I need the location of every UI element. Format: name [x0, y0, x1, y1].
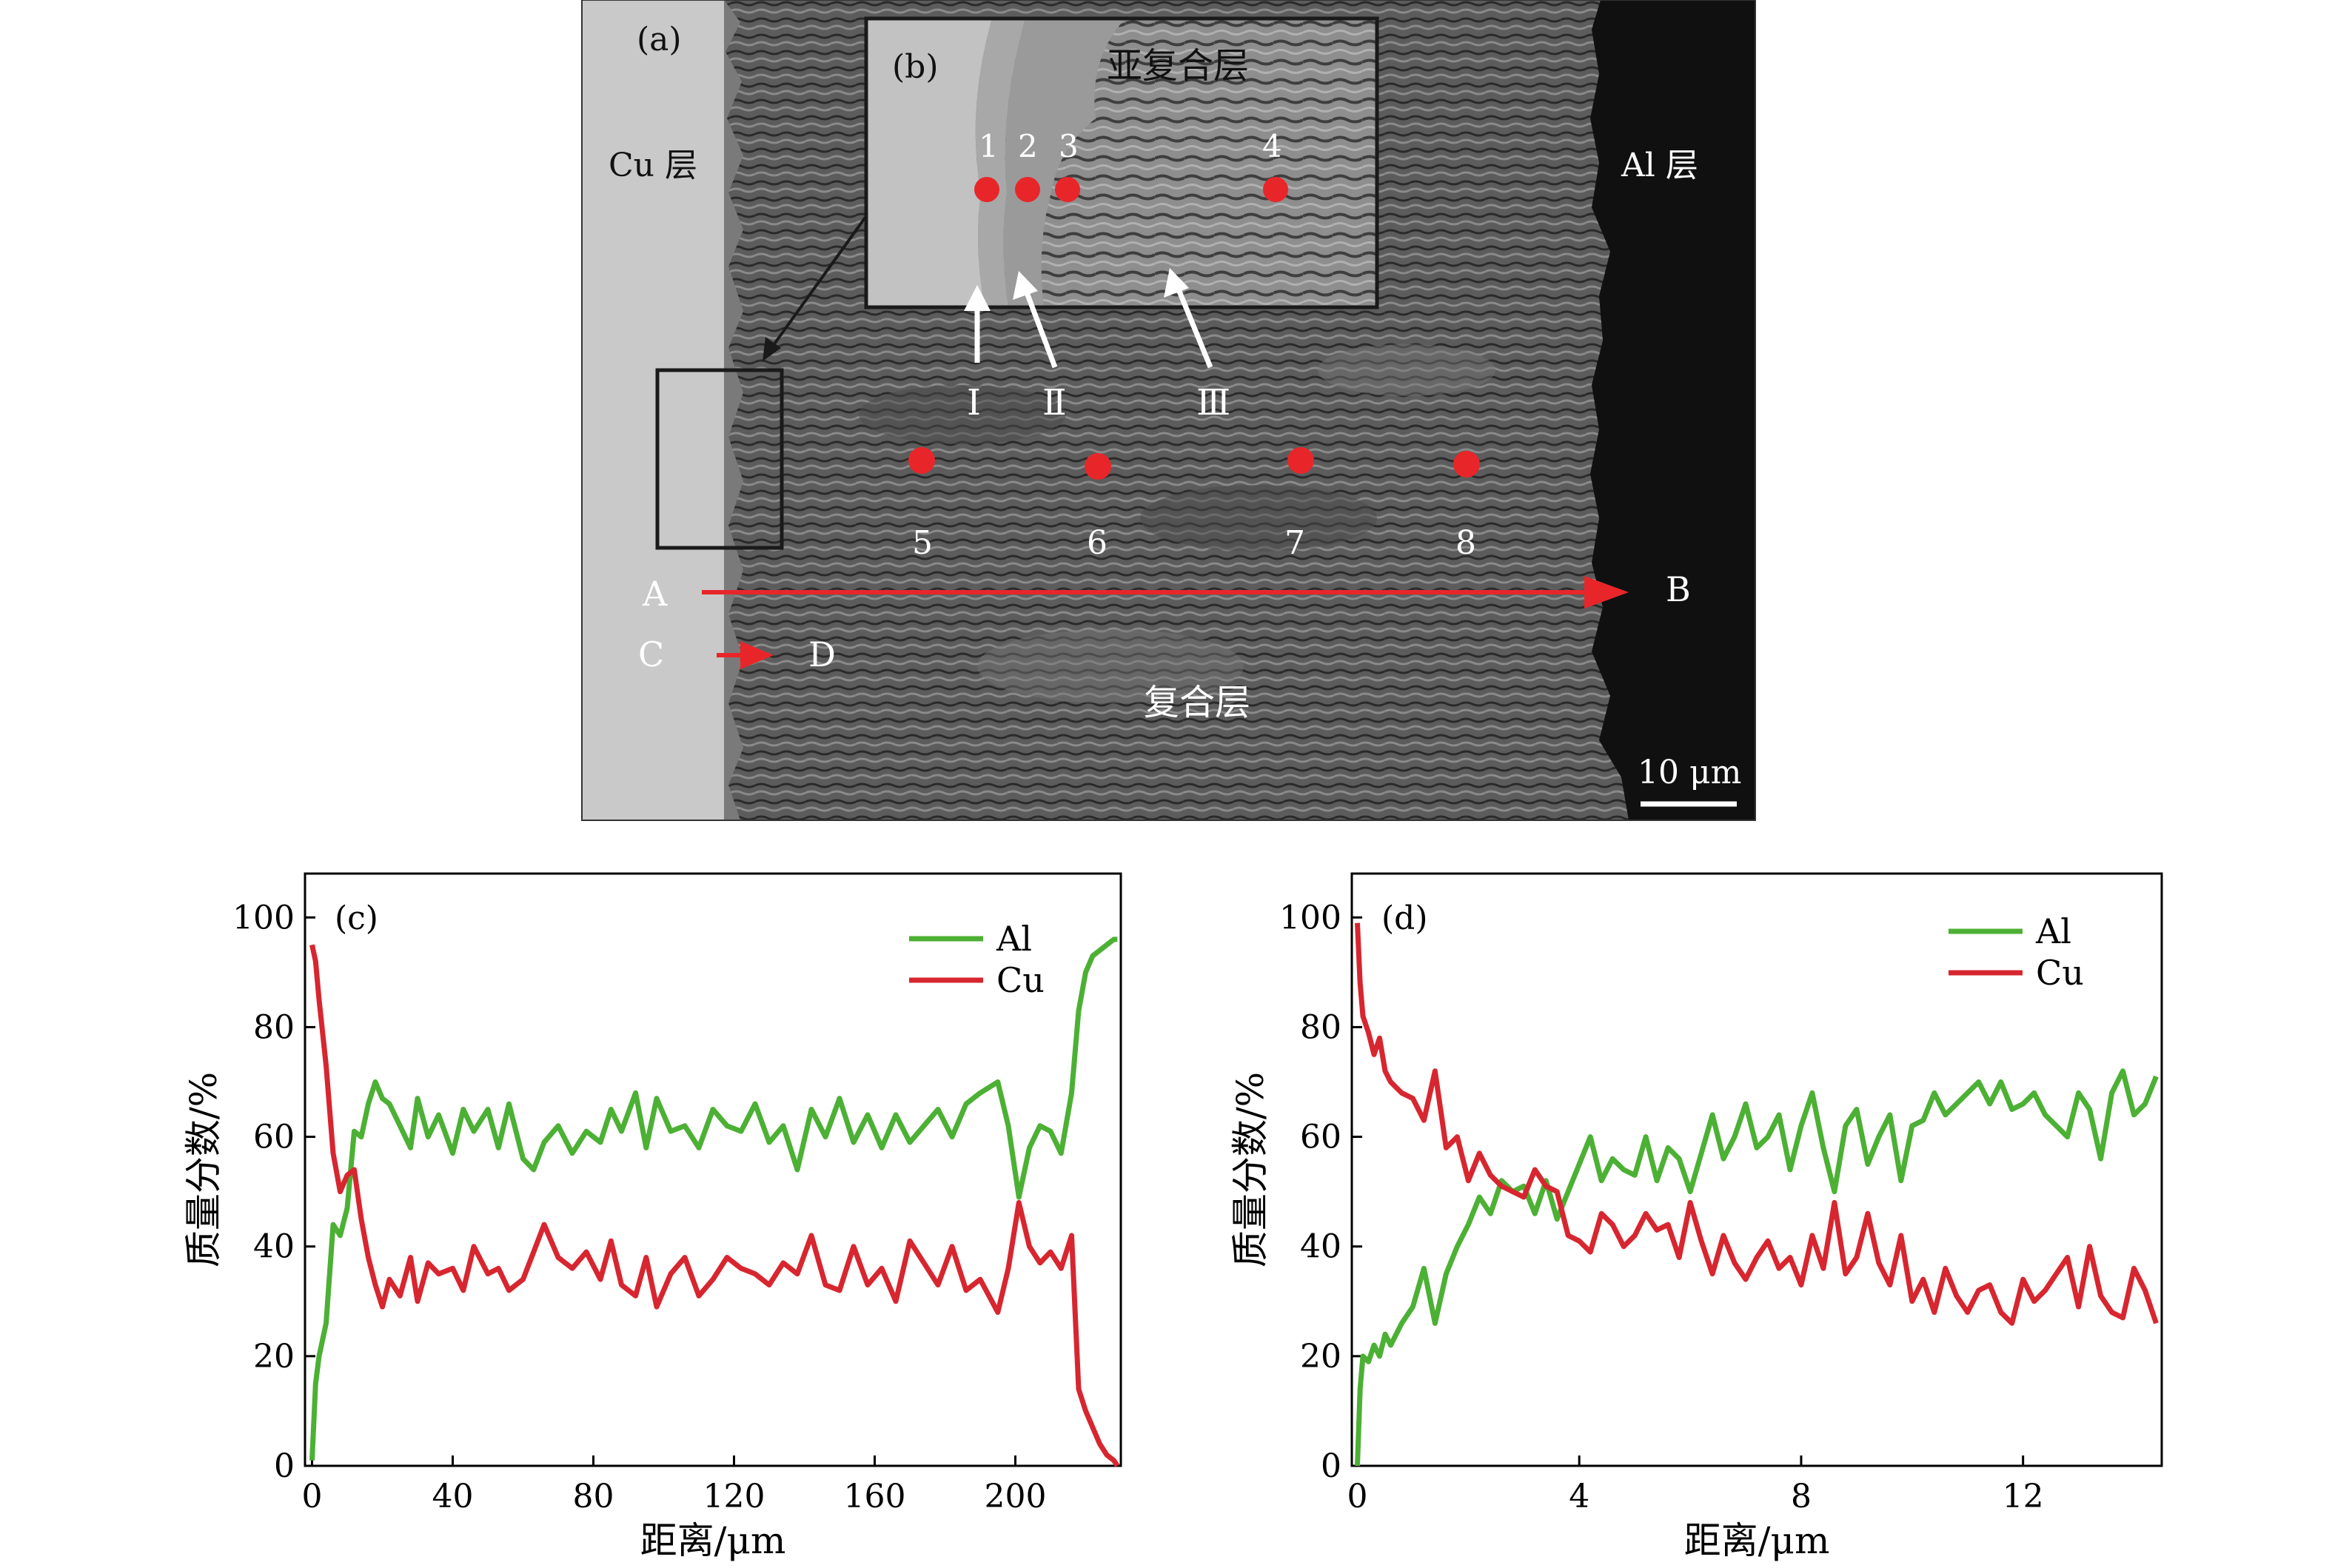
x-tick-label: 8 [1791, 1478, 1812, 1515]
plot-frame [1350, 872, 2163, 1467]
y-tick-label: 100 [1279, 899, 1341, 937]
point-label-7: 7 [1284, 524, 1305, 562]
point-marker-5 [908, 447, 935, 474]
inset-phase-i [975, 19, 1025, 307]
line-scan-cd-arrowhead [740, 641, 774, 669]
x-tick-label: 0 [1347, 1478, 1367, 1515]
al-layer-label: Al 层 [1621, 147, 1698, 184]
phase-arrowhead-iii [1164, 268, 1189, 298]
legend-label-al: Al [996, 919, 1032, 959]
al-region [1590, 0, 1755, 820]
phase-arrowhead-ii [1013, 271, 1038, 300]
legend-label-cu: Cu [2036, 953, 2084, 993]
point-label-1: 1 [979, 128, 999, 164]
point-marker-6 [1085, 453, 1111, 480]
x-tick-label: 200 [985, 1478, 1047, 1515]
y-tick-label: 20 [1300, 1338, 1341, 1376]
x-tick-label: 40 [432, 1478, 474, 1515]
micrograph-panel: (a) Cu 层 Al 层 复合层 (b) 亚复合层 1 2 3 4 Ⅰ Ⅱ Ⅲ… [581, 0, 1756, 821]
x-tick-label: 120 [703, 1478, 765, 1515]
y-tick-label: 100 [232, 899, 295, 937]
phase-arrow-ii [1022, 287, 1058, 369]
inset-cu-region [866, 19, 992, 307]
y-tick-label: 20 [253, 1338, 295, 1376]
texture-blob [1140, 485, 1377, 552]
line-scan-start-a: A [642, 574, 668, 614]
x-axis-label: 距离/μm [1684, 1519, 1830, 1562]
point-marker-7 [1287, 447, 1314, 474]
zoom-link-arrowhead [763, 337, 781, 361]
point-marker-3 [1055, 177, 1080, 202]
inset-b: (b) 亚复合层 1 2 3 4 [864, 16, 1379, 309]
y-axis-label: 质量分数/% [182, 1072, 225, 1267]
line-chart-c: 0 20 40 60 80 100 0 40 80 120 160 200 距离/μm 质量分数/% (c)… [182, 872, 1122, 1562]
inset-border [864, 16, 1379, 309]
panel-label: (c) [335, 899, 378, 937]
series-line-al [309, 937, 1118, 1461]
phase-label-ii: Ⅱ [1042, 382, 1067, 423]
x-tick-label: 0 [302, 1478, 323, 1515]
line-scan-ab-arrowhead [1584, 576, 1629, 609]
x-tick-label: 12 [2003, 1478, 2044, 1515]
point-label-3: 3 [1059, 128, 1079, 164]
phase-label-iii: Ⅲ [1196, 382, 1230, 423]
y-tick-label: 0 [1321, 1447, 1341, 1485]
point-marker-2 [1015, 177, 1040, 202]
phase-arrowhead-i [964, 285, 991, 311]
texture-blob [859, 385, 1066, 444]
line-scan-end-d: D [808, 634, 836, 674]
point-label-6: 6 [1087, 524, 1108, 562]
series-line-cu [309, 944, 1120, 1467]
y-tick-label: 0 [274, 1447, 295, 1485]
y-axis-label: 质量分数/% [1229, 1072, 1272, 1267]
x-tick-label: 80 [573, 1478, 614, 1515]
series-line-cu [1355, 922, 2159, 1326]
y-tick-label: 60 [1300, 1119, 1341, 1156]
cu-layer-label: Cu 层 [609, 147, 697, 184]
texture-blob [1318, 344, 1495, 396]
sub-composite-layer-label: 亚复合层 [1107, 45, 1249, 87]
point-marker-8 [1453, 451, 1480, 478]
y-tick-label: 80 [1300, 1008, 1341, 1046]
x-tick-label: 4 [1569, 1478, 1589, 1515]
point-label-4: 4 [1262, 128, 1282, 164]
panel-label-a: (a) [637, 21, 682, 58]
cu-interface-edge [724, 0, 743, 820]
scale-bar-label: 10 μm [1638, 754, 1741, 791]
y-tick-label: 80 [253, 1008, 295, 1046]
phase-arrow-iii [1174, 284, 1213, 369]
inset-phase-ii [1003, 19, 1125, 307]
y-tick-label: 40 [1300, 1228, 1341, 1266]
line-scan-end-b: B [1666, 569, 1691, 609]
sem-image-border [581, 0, 1756, 821]
legend-label-cu: Cu [996, 960, 1045, 1000]
panel-label-b: (b) [892, 48, 939, 86]
legend-label-al: Al [2035, 911, 2071, 951]
composite-layer-label: 复合层 [1144, 682, 1250, 723]
series-line-al [1355, 1068, 2159, 1467]
zoom-region-box [655, 368, 784, 550]
y-tick-label: 40 [253, 1228, 295, 1266]
zoom-link-arrow [770, 215, 868, 349]
point-label-8: 8 [1455, 524, 1476, 562]
point-marker-4 [1263, 177, 1288, 202]
point-label-5: 5 [912, 524, 933, 562]
point-label-2: 2 [1018, 128, 1038, 164]
x-tick-label: 160 [844, 1478, 906, 1515]
panel-label: (d) [1381, 899, 1428, 937]
cu-region [582, 0, 724, 820]
y-tick-label: 60 [253, 1119, 295, 1156]
phase-label-i: Ⅰ [967, 382, 981, 423]
point-marker-1 [974, 177, 999, 202]
line-scan-start-c: C [638, 634, 664, 674]
texture-blob [977, 629, 1244, 703]
plot-frame [304, 872, 1122, 1467]
x-axis-label: 距离/μm [640, 1519, 786, 1562]
